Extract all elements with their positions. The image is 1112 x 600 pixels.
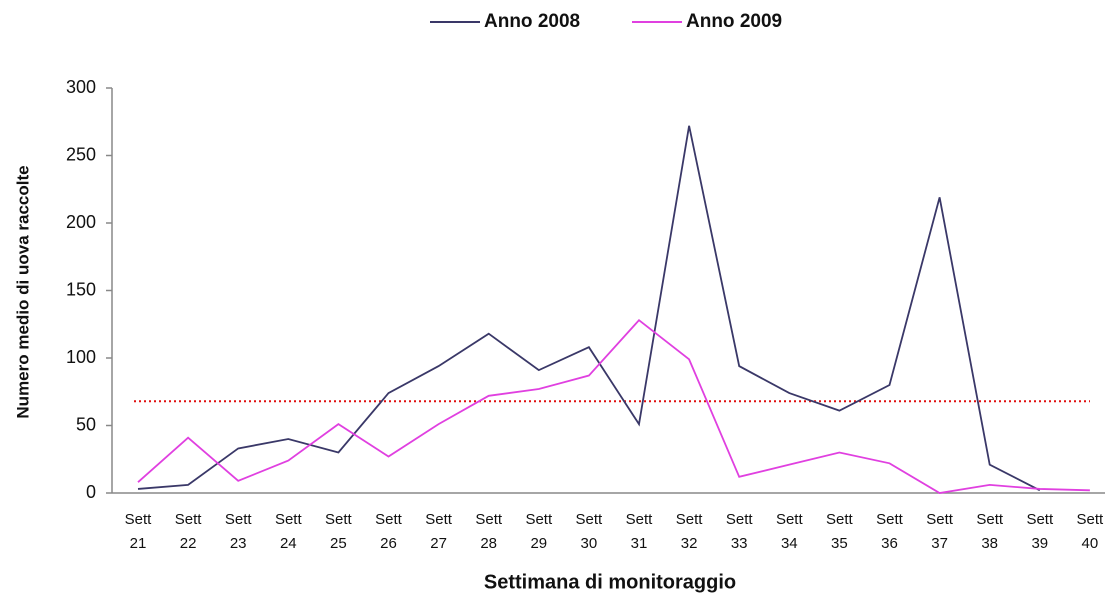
y-tick-label: 100 — [66, 347, 96, 367]
series-line — [137, 318, 1090, 494]
x-tick-label: Sett 35 — [826, 511, 853, 552]
y-tick-label: 300 — [66, 77, 96, 97]
x-tick-label: Sett 39 — [1026, 511, 1054, 552]
x-tick-label: Sett 27 — [425, 511, 452, 552]
x-tick-label: Sett 32 — [675, 511, 703, 552]
legend-label: Anno 2008 — [484, 11, 580, 32]
x-tick-label: Sett 28 — [475, 511, 503, 552]
x-tick-label: Sett 24 — [274, 511, 302, 552]
x-tick-label: Sett 30 — [575, 511, 603, 552]
y-tick-label: 150 — [66, 279, 96, 299]
x-tick-label: Sett 25 — [325, 511, 352, 552]
series-line — [137, 125, 1041, 492]
x-tick-label: Sett 22 — [174, 511, 202, 552]
legend-label: Anno 2009 — [686, 11, 782, 32]
x-tick-label: Sett 26 — [375, 511, 402, 552]
x-tick-label: Sett 23 — [224, 511, 252, 552]
x-tick-label: Sett 33 — [725, 511, 753, 552]
x-tick-label: Sett 31 — [625, 511, 653, 552]
y-tick-label: 200 — [66, 212, 96, 232]
x-tick-label: Sett 34 — [775, 511, 803, 552]
x-tick-label: Sett 37 — [926, 511, 953, 552]
y-axis-title: Numero medio di uova raccolte — [13, 165, 32, 418]
x-tick-label: Sett 36 — [876, 511, 903, 552]
x-tick-label: Sett 21 — [124, 511, 152, 552]
x-tick-label: Sett 29 — [525, 511, 553, 552]
x-tick-label: Sett 40 — [1076, 511, 1104, 552]
x-tick-label: Sett 38 — [976, 511, 1004, 552]
y-tick-label: 50 — [76, 414, 96, 434]
x-axis-title: Settimana di monitoraggio — [484, 571, 736, 593]
y-tick-label: 250 — [66, 144, 96, 164]
y-tick-label: 0 — [86, 482, 96, 502]
